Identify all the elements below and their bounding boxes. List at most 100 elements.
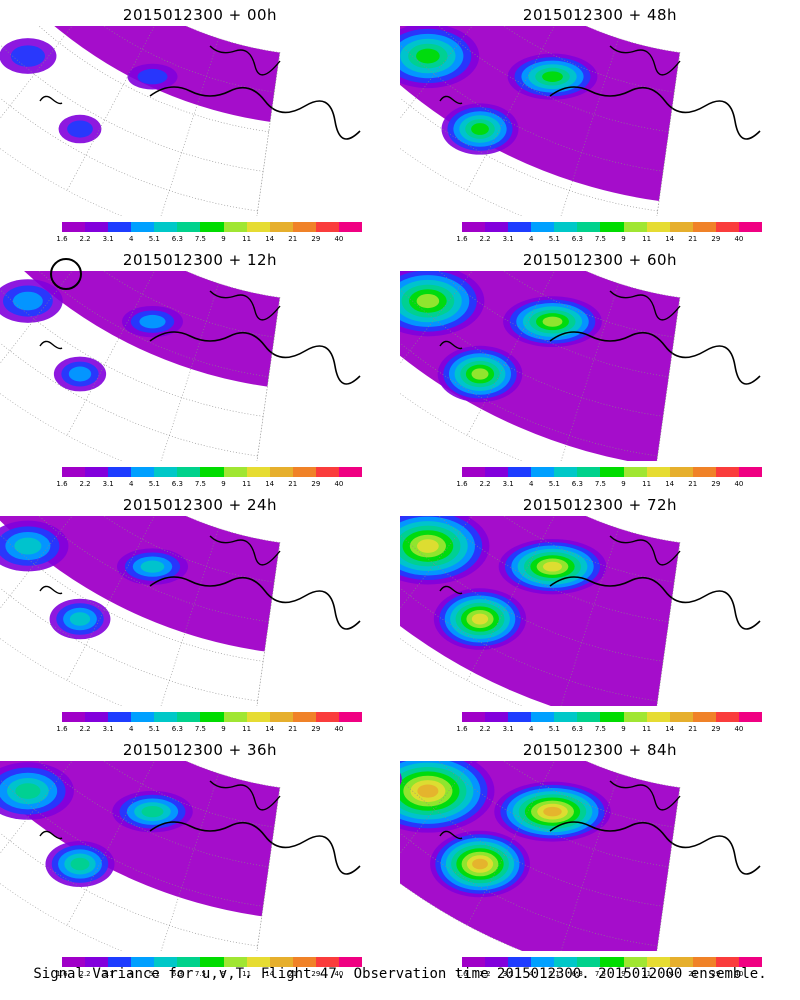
colorbar-label: 21 — [688, 970, 698, 978]
parallel-line — [400, 587, 658, 702]
colorbar-swatch — [200, 467, 224, 477]
colorbar-label: 21 — [688, 235, 698, 243]
coastline — [209, 535, 281, 566]
colorbar-swatch — [108, 712, 132, 722]
map-frame — [400, 26, 681, 216]
coastline — [609, 535, 681, 566]
meridian-line — [466, 761, 555, 926]
panel-72h: 2015012300 + 72h 1.6 2.2 3.1 4 5.1 6.3 7.5 9 11 1… — [400, 490, 800, 735]
map-frame — [0, 761, 281, 951]
parallel-line — [0, 587, 258, 702]
colorbar-label: 2.2 — [479, 970, 491, 978]
colorbar-swatch — [577, 222, 601, 232]
colorbar-swatch — [600, 957, 624, 967]
coastline — [439, 585, 463, 595]
meridian-line — [66, 271, 155, 436]
field-layer — [0, 271, 280, 392]
colorbar-swatch — [177, 957, 201, 967]
colorbar-swatch — [108, 957, 132, 967]
colorbar-label: 5.1 — [548, 480, 560, 488]
map-frame — [0, 516, 281, 706]
colorbar-swatch — [646, 467, 670, 477]
colorbar-swatch — [692, 712, 716, 722]
panel-title: 2015012300 + 84h — [522, 741, 678, 759]
colorbar-label: 14 — [665, 725, 675, 733]
variance-contour — [69, 612, 91, 626]
coastline — [149, 821, 361, 875]
panel-12h: 2015012300 + 12h 1.6 2.2 3.1 4 5.1 6.3 7.5 9 11 1… — [0, 245, 400, 490]
colorbar-labels: 1.6 2.2 3.1 4 5.1 6.3 7.5 9 11 14 21 29 40 — [56, 970, 376, 980]
colorbar-label: 9 — [221, 725, 226, 733]
colorbar — [462, 467, 763, 477]
parallel-line — [400, 342, 658, 457]
field-layer — [0, 516, 280, 652]
map-frame — [0, 271, 281, 461]
colorbar-swatch — [315, 712, 339, 722]
colorbar-label: 3.1 — [502, 235, 514, 243]
coastline — [209, 780, 281, 811]
variance-field — [0, 271, 280, 387]
variance-contour — [543, 806, 562, 817]
colorbar-labels: 1.6 2.2 3.1 4 5.1 6.3 7.5 9 11 14 21 29 40 — [456, 235, 776, 245]
colorbar-swatch — [108, 222, 132, 232]
colorbar-swatch — [131, 222, 155, 232]
colorbar-swatch — [131, 712, 155, 722]
colorbar-swatch — [577, 467, 601, 477]
map-frame — [400, 271, 681, 461]
colorbar-label: 3.1 — [102, 725, 114, 733]
colorbar-swatch — [269, 957, 293, 967]
colorbar-swatch — [600, 222, 624, 232]
colorbar-labels: 1.6 2.2 3.1 4 5.1 6.3 7.5 9 11 14 21 29 40 — [456, 725, 776, 735]
variance-contour — [10, 45, 46, 67]
circle-marker — [50, 258, 82, 290]
map-plot — [0, 516, 361, 706]
colorbar-label: 40 — [734, 725, 744, 733]
variance-contour — [417, 539, 439, 553]
colorbar — [462, 712, 763, 722]
colorbar-swatch — [315, 222, 339, 232]
panel-title: 2015012300 + 36h — [122, 741, 278, 759]
panel-title: 2015012300 + 72h — [522, 496, 678, 514]
field-layer — [400, 271, 680, 461]
panel-60h: 2015012300 + 60h 1.6 2.2 3.1 4 5.1 6.3 7.5 9 11 1… — [400, 245, 800, 490]
variance-contour — [68, 366, 92, 382]
colorbar-label: 11 — [242, 480, 252, 488]
colorbar-swatch — [131, 957, 155, 967]
colorbar-label: 6.3 — [571, 480, 583, 488]
colorbar-label: 5.1 — [548, 970, 560, 978]
panel-36h: 2015012300 + 36h 1.6 2.2 3.1 4 5.1 6.3 7.5 9 11 1… — [0, 735, 400, 980]
variance-contour — [140, 560, 165, 573]
colorbar-label: 21 — [288, 235, 298, 243]
colorbar — [62, 957, 363, 967]
figure-caption: Signal Variance for u,v,T. Flight 47. Ob… — [33, 966, 767, 982]
colorbar-swatch — [338, 712, 363, 722]
coastline — [439, 95, 463, 105]
colorbar-swatch — [200, 712, 224, 722]
meridian-line — [466, 271, 555, 436]
colorbar-label: 5.1 — [148, 725, 160, 733]
colorbar-labels: 1.6 2.2 3.1 4 5.1 6.3 7.5 9 11 14 21 29 40 — [56, 235, 376, 245]
colorbar-label: 14 — [665, 480, 675, 488]
colorbar-label: 14 — [665, 235, 675, 243]
colorbar-label: 7.5 — [594, 725, 607, 733]
colorbar-swatch — [738, 957, 763, 967]
colorbar-label: 2.2 — [79, 480, 91, 488]
coastline — [609, 780, 681, 811]
colorbar — [62, 467, 363, 477]
map-frame — [0, 26, 281, 216]
colorbar-swatch — [462, 467, 486, 477]
colorbar-label: 3.1 — [502, 970, 514, 978]
colorbar-swatch — [154, 712, 178, 722]
map-frame — [400, 516, 681, 706]
coastline — [439, 830, 463, 840]
colorbar-label: 9 — [621, 725, 626, 733]
colorbar-swatch — [154, 467, 178, 477]
colorbar-label: 6.3 — [171, 970, 183, 978]
colorbar-label: 29 — [711, 480, 721, 488]
map-plot — [400, 26, 761, 216]
colorbar-swatch — [531, 467, 555, 477]
colorbar-label: 11 — [242, 725, 252, 733]
colorbar-label: 9 — [221, 235, 226, 243]
colorbar-swatch — [715, 222, 739, 232]
colorbar-label: 40 — [334, 235, 344, 243]
